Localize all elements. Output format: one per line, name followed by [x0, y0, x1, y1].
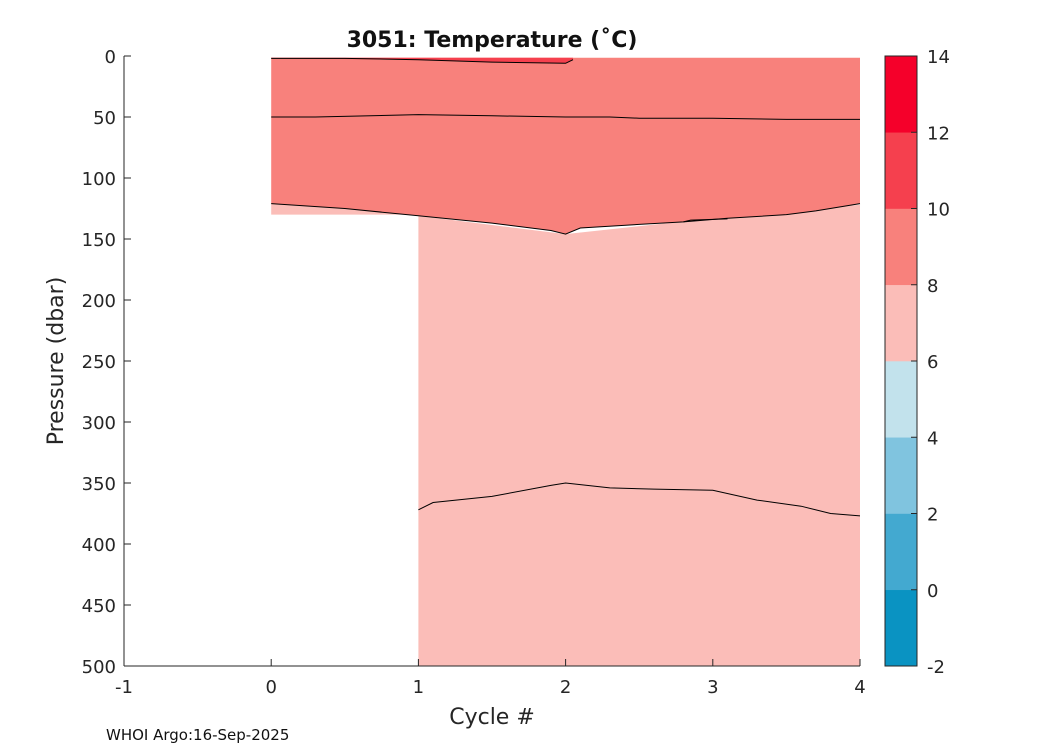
colorbar-segment — [885, 208, 917, 286]
colorbar: -2 0 2 4 6 8 10 12 14 — [884, 47, 950, 678]
y-tick-label: 400 — [82, 535, 116, 556]
contour-lines — [271, 57, 861, 517]
colorbar-label: 10 — [927, 200, 950, 221]
region-8-to-10 — [271, 57, 860, 235]
colorbar-label: 14 — [927, 47, 950, 68]
colorbar-segment — [885, 361, 917, 438]
y-ticks: 0 50 100 150 200 250 300 350 400 450 500 — [82, 47, 131, 678]
colorbar-segment — [885, 513, 917, 591]
y-tick-label: 250 — [82, 352, 116, 373]
y-tick-label: 150 — [82, 230, 116, 251]
x-tick-label: 0 — [265, 677, 276, 698]
y-tick-label: 450 — [82, 596, 116, 617]
chart-title: 3051: Temperature (˚C) — [347, 28, 638, 53]
y-tick-label: 500 — [82, 657, 116, 678]
region-6-to-8 — [418, 204, 860, 667]
plot-area: -1 0 1 2 3 4 0 50 100 150 200 250 300 350 400 450 500 — [82, 47, 866, 698]
contour-line-10 — [271, 57, 574, 64]
colorbar-segment — [885, 589, 917, 667]
colorbar-label: 6 — [927, 352, 938, 373]
y-tick-label: 350 — [82, 474, 116, 495]
x-tick-label: 2 — [560, 677, 571, 698]
colorbar-label: 2 — [927, 505, 938, 526]
x-tick-label: 3 — [707, 677, 718, 698]
colorbar-segment — [885, 132, 917, 209]
colorbar-label: 4 — [927, 428, 938, 449]
colorbar-label: 8 — [927, 276, 938, 297]
footer-text: WHOI Argo:16-Sep-2025 — [106, 726, 289, 744]
y-axis-label: Pressure (dbar) — [44, 277, 69, 446]
colorbar-label: 0 — [927, 581, 938, 602]
y-tick-label: 200 — [82, 291, 116, 312]
x-axis-label: Cycle # — [449, 705, 535, 730]
colorbar-segment — [885, 56, 917, 133]
colorbar-segment — [885, 284, 917, 362]
contour-line-7 — [418, 482, 861, 517]
y-tick-label: 0 — [105, 47, 116, 68]
x-tick-label: 4 — [854, 677, 865, 698]
colorbar-label: 12 — [927, 123, 950, 144]
contour-line-8 — [271, 203, 861, 235]
filled-regions — [271, 57, 860, 667]
y-tick-label: 50 — [93, 108, 116, 129]
y-tick-label: 100 — [82, 169, 116, 190]
x-ticks: -1 0 1 2 3 4 — [115, 659, 866, 698]
contour-line-8-notch — [683, 218, 728, 223]
colorbar-segment — [885, 437, 917, 514]
x-tick-label: -1 — [115, 677, 133, 698]
y-tick-label: 300 — [82, 413, 116, 434]
contour-line-9 — [271, 114, 860, 120]
x-tick-label: 1 — [413, 677, 424, 698]
colorbar-label: -2 — [927, 657, 945, 678]
